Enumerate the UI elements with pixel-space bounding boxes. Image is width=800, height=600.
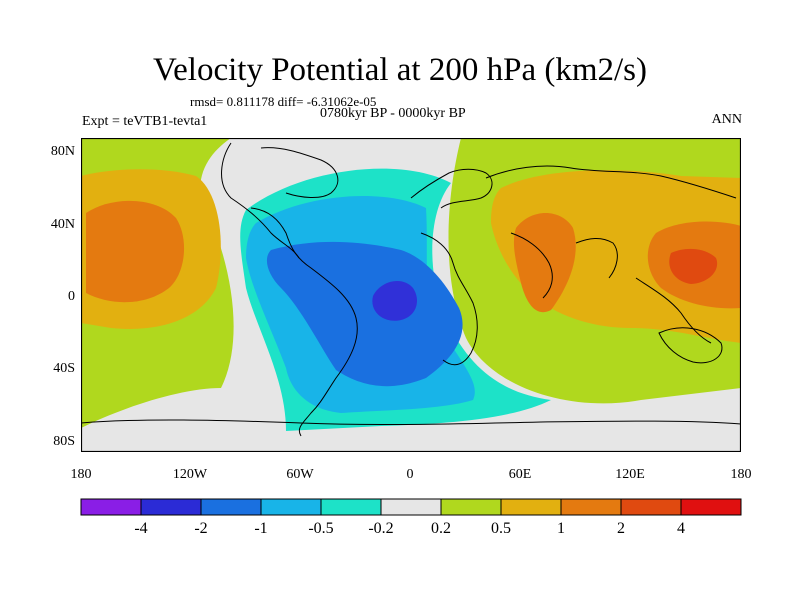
colorbar-swatch-2	[200, 498, 262, 516]
season-label: ANN	[711, 112, 742, 127]
lat-label-0: 0	[68, 289, 75, 304]
lon-label-120w: 120W	[172, 467, 208, 482]
stats-text: rmsd= 0.811178 diff= -6.31062e-05	[190, 94, 377, 109]
velocity-potential-map	[81, 138, 741, 452]
colorbar-swatch-9	[620, 498, 682, 516]
colorbar-label-3: -0.5	[308, 520, 334, 537]
lon-label-60e: 60E	[508, 467, 532, 482]
plot-title: Velocity Potential at 200 hPa (km2/s)	[152, 52, 648, 88]
colorbar-label-8: 2	[617, 520, 625, 537]
field-positive-2-core	[669, 248, 718, 284]
field-negative-4	[372, 281, 417, 321]
colorbar-swatch-10	[680, 498, 742, 516]
map-frame	[81, 138, 741, 452]
colorbar-swatch-0	[80, 498, 142, 516]
colorbar-label-6: 0.5	[491, 520, 511, 537]
colorbar-label-5: 0.2	[431, 520, 451, 537]
field-positive-1-pacific	[86, 200, 185, 303]
lon-label-0: 0	[406, 467, 414, 482]
lon-label-60w: 60W	[286, 467, 314, 482]
lat-label-80s: 80S	[53, 434, 75, 449]
colorbar-swatch-4	[320, 498, 382, 516]
colorbar-swatch-3	[260, 498, 322, 516]
lon-label-120e: 120E	[615, 467, 645, 482]
colorbar	[80, 498, 742, 516]
colorbar-swatch-5	[380, 498, 442, 516]
colorbar-label-0: -4	[134, 520, 148, 537]
experiment-label: Expt = teVTB1-tevta1	[82, 114, 208, 129]
lat-label-40n: 40N	[50, 217, 75, 232]
colorbar-swatch-8	[560, 498, 622, 516]
colorbar-label-7: 1	[557, 520, 565, 537]
period-text: 0780kyr BP - 0000kyr BP	[320, 106, 466, 121]
colorbar-swatch-6	[440, 498, 502, 516]
lat-label-80n: 80N	[50, 144, 75, 159]
colorbar-label-1: -2	[194, 520, 208, 537]
coastlines	[81, 142, 741, 437]
colorbar-label-2: -1	[254, 520, 268, 537]
colorbar-swatch-1	[140, 498, 202, 516]
lon-label-180-left: 180	[70, 467, 92, 482]
field-positive-1-india	[513, 213, 576, 313]
colorbar-label-9: 4	[677, 520, 685, 537]
colorbar-swatch-7	[500, 498, 562, 516]
colorbar-label-4: -0.2	[368, 520, 394, 537]
lat-label-40s: 40S	[53, 361, 75, 376]
lon-label-180-right: 180	[730, 467, 752, 482]
field-negative-2	[266, 241, 463, 387]
